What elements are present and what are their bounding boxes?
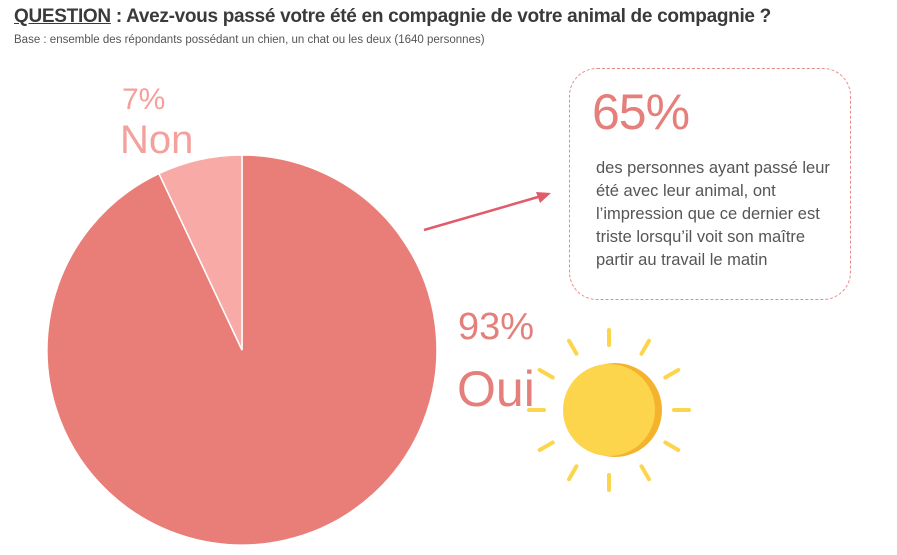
sun-ray xyxy=(639,464,651,482)
sun-icon xyxy=(527,328,691,492)
pie-slices xyxy=(46,154,438,546)
sun-ray xyxy=(567,464,579,482)
pie-category-label-non: Non xyxy=(120,118,193,162)
header: QUESTION : Avez-vous passé votre été en … xyxy=(14,6,884,46)
pie-slice-non xyxy=(157,154,243,351)
pie-category-label-oui: Oui xyxy=(457,361,535,417)
arrow-icon xyxy=(423,192,551,232)
sun-ray xyxy=(663,440,681,452)
pie-value-label-oui: 93% xyxy=(458,306,534,348)
sun-ray xyxy=(537,368,555,380)
callout-value: 65% xyxy=(592,84,690,140)
question-text: : Avez-vous passé votre été en compagnie… xyxy=(110,6,771,27)
question-line: QUESTION : Avez-vous passé votre été en … xyxy=(14,6,884,28)
sun-ray xyxy=(567,338,579,356)
pie-value-label-non: 7% xyxy=(122,83,165,116)
question-label: QUESTION xyxy=(14,6,111,27)
sun-ray xyxy=(663,368,681,380)
sun-ray xyxy=(537,440,555,452)
callout-text: des personnes ayant passé leur été avec … xyxy=(596,159,830,269)
base-note: Base : ensemble des répondants possédant… xyxy=(14,34,485,46)
callout-box: 65% des personnes ayant passé leur été a… xyxy=(569,68,851,300)
sun-ray xyxy=(639,338,651,356)
